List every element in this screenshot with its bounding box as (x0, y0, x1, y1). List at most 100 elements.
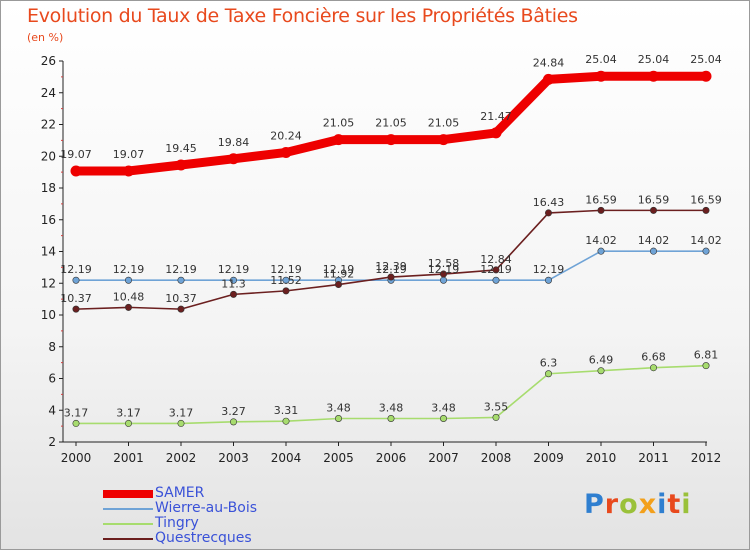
data-point (123, 165, 134, 177)
data-label: 12.84 (480, 253, 512, 266)
data-point (439, 270, 447, 278)
data-point (597, 247, 605, 255)
data-label: 12.19 (375, 263, 407, 276)
data-point (649, 206, 657, 214)
data-label: 12.58 (428, 257, 460, 270)
data-point (543, 73, 554, 85)
data-label: 3.27 (221, 405, 246, 418)
legend-label: Wierre-au-Bois (155, 500, 258, 516)
x-tick-label: 2003 (218, 451, 249, 465)
data-label: 16.43 (533, 196, 565, 209)
x-tick-label: 2006 (376, 451, 407, 465)
data-point (334, 415, 342, 423)
data-point (125, 303, 133, 311)
legend-swatch (103, 490, 153, 498)
legend-swatch (103, 538, 153, 540)
data-label: 21.05 (323, 117, 355, 130)
data-point (492, 276, 500, 284)
data-label: 14.02 (638, 234, 670, 247)
data-label: 12.19 (113, 263, 145, 276)
y-tick-label: 14 (41, 245, 56, 259)
data-label: 10.37 (165, 292, 197, 305)
y-tick-label: 20 (41, 149, 56, 163)
data-point (125, 419, 133, 427)
data-point (282, 417, 290, 425)
data-label: 3.31 (274, 404, 299, 417)
data-label: 12.19 (428, 263, 460, 276)
data-label: 6.3 (540, 357, 558, 370)
y-tick-label: 6 (48, 372, 56, 386)
y-tick-label: 4 (48, 403, 56, 417)
logo-letter: P (584, 489, 605, 520)
data-label: 11.92 (323, 268, 355, 281)
data-label: 6.49 (589, 354, 614, 367)
x-tick-label: 2005 (323, 451, 354, 465)
data-label: 21.47 (480, 110, 512, 123)
data-point (597, 206, 605, 214)
chart-title: Evolution du Taux de Taxe Foncière sur l… (27, 5, 578, 27)
data-label: 12.19 (323, 263, 355, 276)
data-point (70, 165, 82, 177)
x-tick-label: 2010 (586, 451, 617, 465)
data-point (72, 419, 80, 427)
data-label: 16.59 (690, 193, 722, 206)
data-point (649, 247, 657, 255)
data-point (490, 127, 502, 139)
x-tick-label: 2011 (638, 451, 669, 465)
data-label: 24.84 (533, 56, 565, 69)
logo-letter: t (667, 489, 682, 520)
logo-letter: o (619, 489, 639, 520)
logo-letter: r (604, 489, 620, 520)
x-tick-label: 2004 (271, 451, 302, 465)
data-label: 3.48 (431, 402, 456, 415)
x-tick-label: 2009 (533, 451, 564, 465)
data-point (702, 247, 710, 255)
y-tick-label: 18 (41, 181, 56, 195)
x-tick-label: 2008 (481, 451, 512, 465)
data-label: 3.17 (169, 406, 194, 419)
data-label: 11.3 (221, 277, 246, 290)
data-label: 25.04 (585, 53, 617, 66)
x-tick-label: 2000 (61, 451, 92, 465)
chart-unit-label: (en %) (27, 31, 64, 44)
data-label: 12.19 (60, 263, 92, 276)
data-label: 25.04 (638, 53, 670, 66)
data-label: 20.24 (270, 129, 302, 142)
y-tick-label: 22 (41, 118, 56, 132)
data-label: 14.02 (690, 234, 722, 247)
logo-letter: i (681, 489, 692, 520)
data-point (700, 70, 712, 82)
data-label: 25.04 (690, 53, 722, 66)
data-label: 6.68 (641, 351, 666, 364)
data-point (544, 276, 552, 284)
data-point (702, 206, 710, 214)
data-label: 11.52 (270, 274, 302, 287)
data-label: 6.81 (694, 349, 719, 362)
data-point (228, 153, 239, 165)
y-tick-label: 10 (41, 308, 56, 322)
data-label: 10.48 (113, 290, 145, 303)
data-label: 12.19 (165, 263, 197, 276)
data-point (282, 276, 290, 284)
data-point (439, 415, 447, 423)
x-tick-label: 2012 (691, 451, 722, 465)
data-label: 3.17 (116, 406, 141, 419)
data-label: 19.07 (113, 148, 145, 161)
data-point (125, 276, 133, 284)
data-label: 19.07 (60, 148, 92, 161)
data-point (439, 276, 447, 284)
data-label: 12.19 (533, 263, 565, 276)
data-point (177, 276, 185, 284)
data-point (492, 413, 500, 421)
data-point (333, 134, 344, 146)
data-point (702, 362, 710, 370)
data-label: 14.02 (585, 234, 617, 247)
data-label: 12.39 (375, 260, 407, 273)
data-label: 16.59 (638, 193, 670, 206)
data-label: 3.55 (484, 400, 509, 413)
logo-letter: x (638, 489, 658, 520)
x-tick-label: 2002 (166, 451, 197, 465)
data-point (282, 287, 290, 295)
